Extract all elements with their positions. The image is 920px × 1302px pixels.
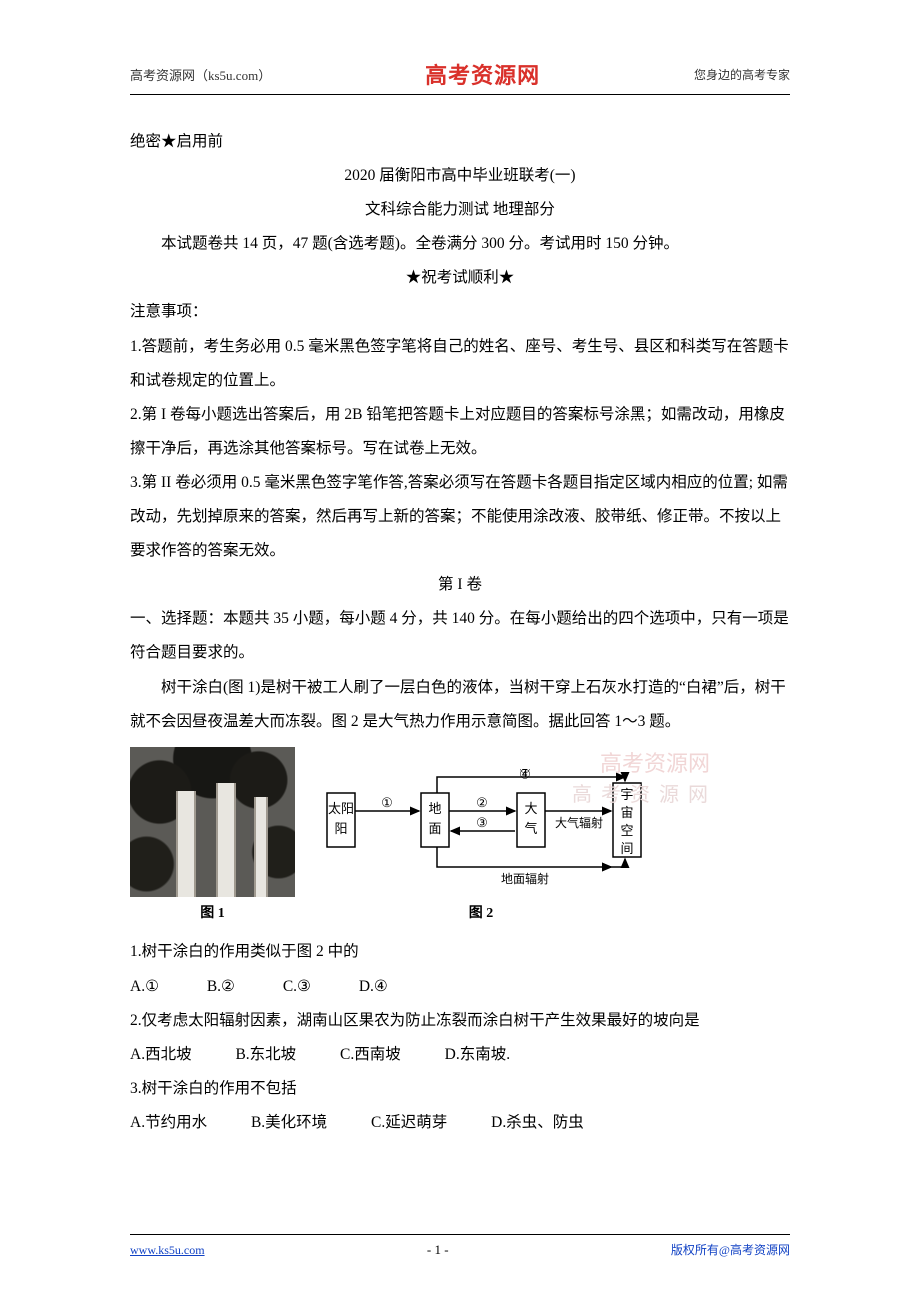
svg-text:宙: 宙 xyxy=(620,805,633,820)
page: 高考资源网（ks5u.com） 高考资源网 您身边的高考专家 绝密★启用前 20… xyxy=(0,0,920,1302)
footer-rule xyxy=(130,1234,790,1235)
figure-row: 太阳 阳 地 面 大 气 宇 宙 空 间 ① ② xyxy=(130,747,790,897)
caption-fig1: 图 1 xyxy=(130,899,295,930)
q2-stem: 2.仅考虑太阳辐射因素，湖南山区果农为防止冻裂而涂白树干产生效果最好的坡向是 xyxy=(130,1004,790,1038)
atmos-radiation-label: 大气辐射 xyxy=(555,815,603,830)
fig1-foliage xyxy=(130,747,295,897)
q2-opt-a: A.西北坡 xyxy=(130,1038,192,1072)
wish-line: ★祝考试顺利★ xyxy=(130,261,790,295)
notice-1: 1.答题前，考生务必用 0.5 毫米黑色签字笔将自己的姓名、座号、考生号、县区和… xyxy=(130,330,790,398)
svg-text:气: 气 xyxy=(524,821,537,836)
node-atmos: 大 xyxy=(524,801,537,816)
arrow-4-label-alt: ④ xyxy=(519,769,531,776)
notice-2: 2.第 I 卷每小题选出答案后，用 2B 铅笔把答题卡上对应题目的答案标号涂黑；… xyxy=(130,398,790,466)
section-heading: 第 I 卷 xyxy=(130,568,790,602)
exam-info: 本试题卷共 14 页，47 题(含选考题)。全卷满分 300 分。考试用时 15… xyxy=(130,227,790,261)
q3-opt-c: C.延迟萌芽 xyxy=(371,1106,447,1140)
node-space: 宇 xyxy=(620,787,633,802)
svg-text:间: 间 xyxy=(620,841,633,856)
q3-stem: 3.树干涂白的作用不包括 xyxy=(130,1072,790,1106)
svg-text:面: 面 xyxy=(428,821,441,836)
header-right: 您身边的高考专家 xyxy=(694,66,790,83)
node-ground: 地 xyxy=(428,801,441,816)
arrow-1-label: ① xyxy=(381,795,393,810)
q2-options: A.西北坡 B.东北坡 C.西南坡 D.东南坡. xyxy=(130,1038,790,1072)
content-body: 绝密★启用前 2020 届衡阳市高中毕业班联考(一) 文科综合能力测试 地理部分… xyxy=(130,125,790,1140)
figure-captions: 图 1 图 2 xyxy=(130,899,790,930)
q3-opt-b: B.美化环境 xyxy=(251,1106,327,1140)
footer-page-number: - 1 - xyxy=(427,1242,449,1258)
header-left: 高考资源网（ks5u.com） xyxy=(130,65,271,84)
fig1-tree-1 xyxy=(176,791,196,897)
caption-fig2: 图 2 xyxy=(381,899,581,930)
title-line2: 文科综合能力测试 地理部分 xyxy=(130,193,790,227)
fig2-svg: 太阳 阳 地 面 大 气 宇 宙 空 间 ① ② xyxy=(325,769,655,889)
footer-copyright: 版权所有@高考资源网 xyxy=(671,1241,790,1258)
passage: 树干涂白(图 1)是树干被工人刷了一层白色的液体，当树干穿上石灰水打造的“白裙”… xyxy=(130,671,790,739)
choice-intro: 一、选择题：本题共 35 小题，每小题 4 分，共 140 分。在每小题给出的四… xyxy=(130,602,790,670)
fig1-tree-2 xyxy=(216,783,236,897)
q1-opt-a: A.① xyxy=(130,970,159,1004)
figure-2-diagram: 太阳 阳 地 面 大 气 宇 宙 空 间 ① ② xyxy=(325,769,655,889)
q3-opt-d: D.杀虫、防虫 xyxy=(491,1106,584,1140)
q2-opt-c: C.西南坡 xyxy=(340,1038,401,1072)
q2-opt-b: B.东北坡 xyxy=(235,1038,296,1072)
footer-link[interactable]: www.ks5u.com xyxy=(130,1243,205,1257)
node-sun: 太阳 xyxy=(328,801,354,816)
page-header: 高考资源网（ks5u.com） 高考资源网 您身边的高考专家 xyxy=(130,58,790,90)
header-center-brand: 高考资源网 xyxy=(425,58,540,90)
ground-radiation-label: 地面辐射 xyxy=(501,871,549,886)
q1-opt-b: B.② xyxy=(207,970,235,1004)
arrow-3-label: ③ xyxy=(476,815,488,830)
q1-options: A.① B.② C.③ D.④ xyxy=(130,970,790,1004)
svg-text:阳: 阳 xyxy=(334,821,347,836)
arrow-2-label: ② xyxy=(476,795,488,810)
svg-text:空: 空 xyxy=(620,823,633,838)
q1-opt-c: C.③ xyxy=(283,970,311,1004)
q2-opt-d: D.东南坡. xyxy=(445,1038,510,1072)
q3-opt-a: A.节约用水 xyxy=(130,1106,207,1140)
page-footer: www.ks5u.com - 1 - 版权所有@高考资源网 xyxy=(130,1234,790,1258)
q1-opt-d: D.④ xyxy=(359,970,388,1004)
figure-1-image xyxy=(130,747,295,897)
notice-3: 3.第 II 卷必须用 0.5 毫米黑色签字笔作答,答案必须写在答题卡各题目指定… xyxy=(130,466,790,568)
title-line1: 2020 届衡阳市高中毕业班联考(一) xyxy=(130,159,790,193)
header-rule xyxy=(130,94,790,95)
fig1-tree-3 xyxy=(254,797,268,897)
classification-line: 绝密★启用前 xyxy=(130,125,790,159)
q1-stem: 1.树干涂白的作用类似于图 2 中的 xyxy=(130,935,790,969)
notice-heading: 注意事项： xyxy=(130,295,790,329)
footer-left-url[interactable]: www.ks5u.com xyxy=(130,1243,205,1258)
q3-options: A.节约用水 B.美化环境 C.延迟萌芽 D.杀虫、防虫 xyxy=(130,1106,790,1140)
